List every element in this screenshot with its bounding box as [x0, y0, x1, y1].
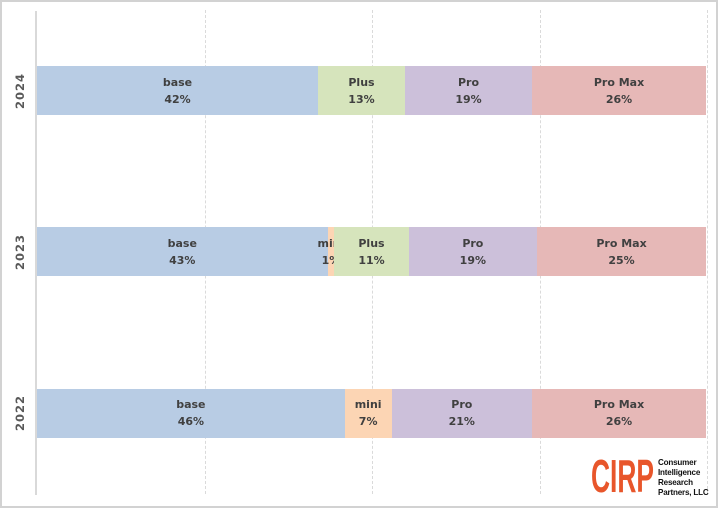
- segment-label-pro: Pro 19%: [455, 74, 481, 108]
- segment-percent: 42%: [164, 92, 191, 106]
- bar-segment-base-2022: base 46%: [37, 388, 345, 438]
- chart-row-2023: 2023 base 43% mini 1% Plus 11% Pro 19% Pro Max 25%: [2, 171, 707, 332]
- year-axis-label-2023: 2023: [2, 171, 37, 332]
- segment-name: base: [162, 75, 193, 89]
- segment-percent: 25%: [608, 253, 635, 267]
- bar-segment-pro-2022: Pro 21%: [391, 388, 533, 438]
- segment-label-pro: Pro 19%: [460, 235, 486, 269]
- segment-percent: 43%: [169, 253, 196, 267]
- bar-segment-pro-max-2023: Pro Max 25%: [537, 227, 706, 277]
- stacked-bar-2023: base 43% mini 1% Plus 11% Pro 19% Pro Max 25%: [37, 227, 706, 277]
- year-axis-label-2022: 2022: [2, 333, 37, 494]
- bar-segment-mini-2022: mini 7%: [344, 388, 392, 438]
- segment-name: Plus: [358, 236, 385, 250]
- bar-segment-plus-2024: Plus 13%: [317, 66, 405, 116]
- bar-segment-mini-2023: mini 1%: [318, 227, 344, 277]
- bar-segment-pro-2024: Pro 19%: [404, 66, 533, 116]
- stacked-bar-2024: base 42% Plus 13% Pro 19% Pro Max 26%: [37, 66, 706, 116]
- segment-percent: 7%: [358, 415, 378, 429]
- segment-label-base: base 46%: [176, 396, 205, 430]
- year-label-text: 2023: [12, 233, 27, 270]
- bar-segment-plus-2023: Plus 11%: [334, 227, 409, 277]
- bar-segment-base-2024: base 42%: [37, 66, 318, 116]
- cirp-logo-text: CIRP: [591, 455, 654, 499]
- segment-label-base: base 42%: [163, 74, 192, 108]
- stacked-bar-2022: base 46% mini 7% Pro 21% Pro Max 26%: [37, 388, 706, 438]
- plot-rows: 2024 base 42% Plus 13% Pro 19% Pro Max 26% 2023 ba…: [2, 10, 707, 494]
- segment-label-plus: Plus 11%: [358, 235, 384, 269]
- segment-label-mini: mini 7%: [355, 396, 382, 430]
- segment-label-base: base 43%: [168, 235, 197, 269]
- segment-percent: 26%: [605, 415, 633, 429]
- logo-line-1: Consumer: [657, 457, 697, 467]
- segment-name: mini: [354, 398, 382, 412]
- segment-percent: 46%: [177, 415, 205, 429]
- bar-segment-pro-2023: Pro 19%: [408, 227, 538, 277]
- segment-percent: 19%: [455, 92, 482, 106]
- segment-name: base: [167, 236, 197, 250]
- segment-percent: 21%: [448, 415, 475, 429]
- segment-name: Pro Max: [593, 75, 645, 89]
- cirp-logo-company-lines: Consumer Intelligence Research Partners,…: [657, 457, 709, 497]
- segment-name: Pro: [457, 75, 480, 89]
- segment-name: Plus: [348, 75, 375, 89]
- segment-label-pro: Pro 21%: [449, 396, 475, 430]
- logo-line-4: Partners, LLC: [657, 487, 709, 497]
- segment-percent: 19%: [459, 253, 487, 267]
- segment-label-plus: Plus 13%: [348, 74, 374, 108]
- year-axis-label-2024: 2024: [2, 10, 37, 171]
- segment-label-pro-max: Pro Max 26%: [594, 74, 644, 108]
- bar-segment-pro-max-2024: Pro Max 26%: [532, 66, 706, 116]
- cirp-logo: CIRP Consumer Intelligence Research Part…: [591, 455, 711, 499]
- year-label-text: 2022: [12, 395, 27, 432]
- segment-label-pro-max: Pro Max 25%: [596, 235, 646, 269]
- segment-name: base: [176, 398, 206, 412]
- segment-name: Pro: [451, 398, 473, 412]
- logo-line-2: Intelligence: [657, 467, 701, 477]
- segment-name: Pro: [462, 236, 484, 250]
- segment-label-pro-max: Pro Max 26%: [594, 396, 644, 430]
- year-label-text: 2024: [12, 72, 27, 109]
- gridline-100pct: [707, 10, 708, 494]
- segment-percent: 13%: [348, 92, 375, 106]
- segment-percent: 11%: [358, 253, 385, 267]
- chart-row-2022: 2022 base 46% mini 7% Pro 21% Pro Max 26%: [2, 333, 707, 494]
- bar-segment-pro-max-2022: Pro Max 26%: [532, 388, 706, 438]
- bar-segment-base-2023: base 43%: [37, 227, 328, 277]
- y-axis-line: [35, 11, 37, 495]
- segment-percent: 26%: [605, 92, 633, 106]
- cirp-logo-wordmark: CIRP: [591, 455, 654, 499]
- chart-row-2024: 2024 base 42% Plus 13% Pro 19% Pro Max 26%: [2, 10, 707, 171]
- logo-line-3: Research: [657, 477, 693, 487]
- segment-name: Pro Max: [593, 398, 645, 412]
- segment-name: Pro Max: [596, 236, 647, 250]
